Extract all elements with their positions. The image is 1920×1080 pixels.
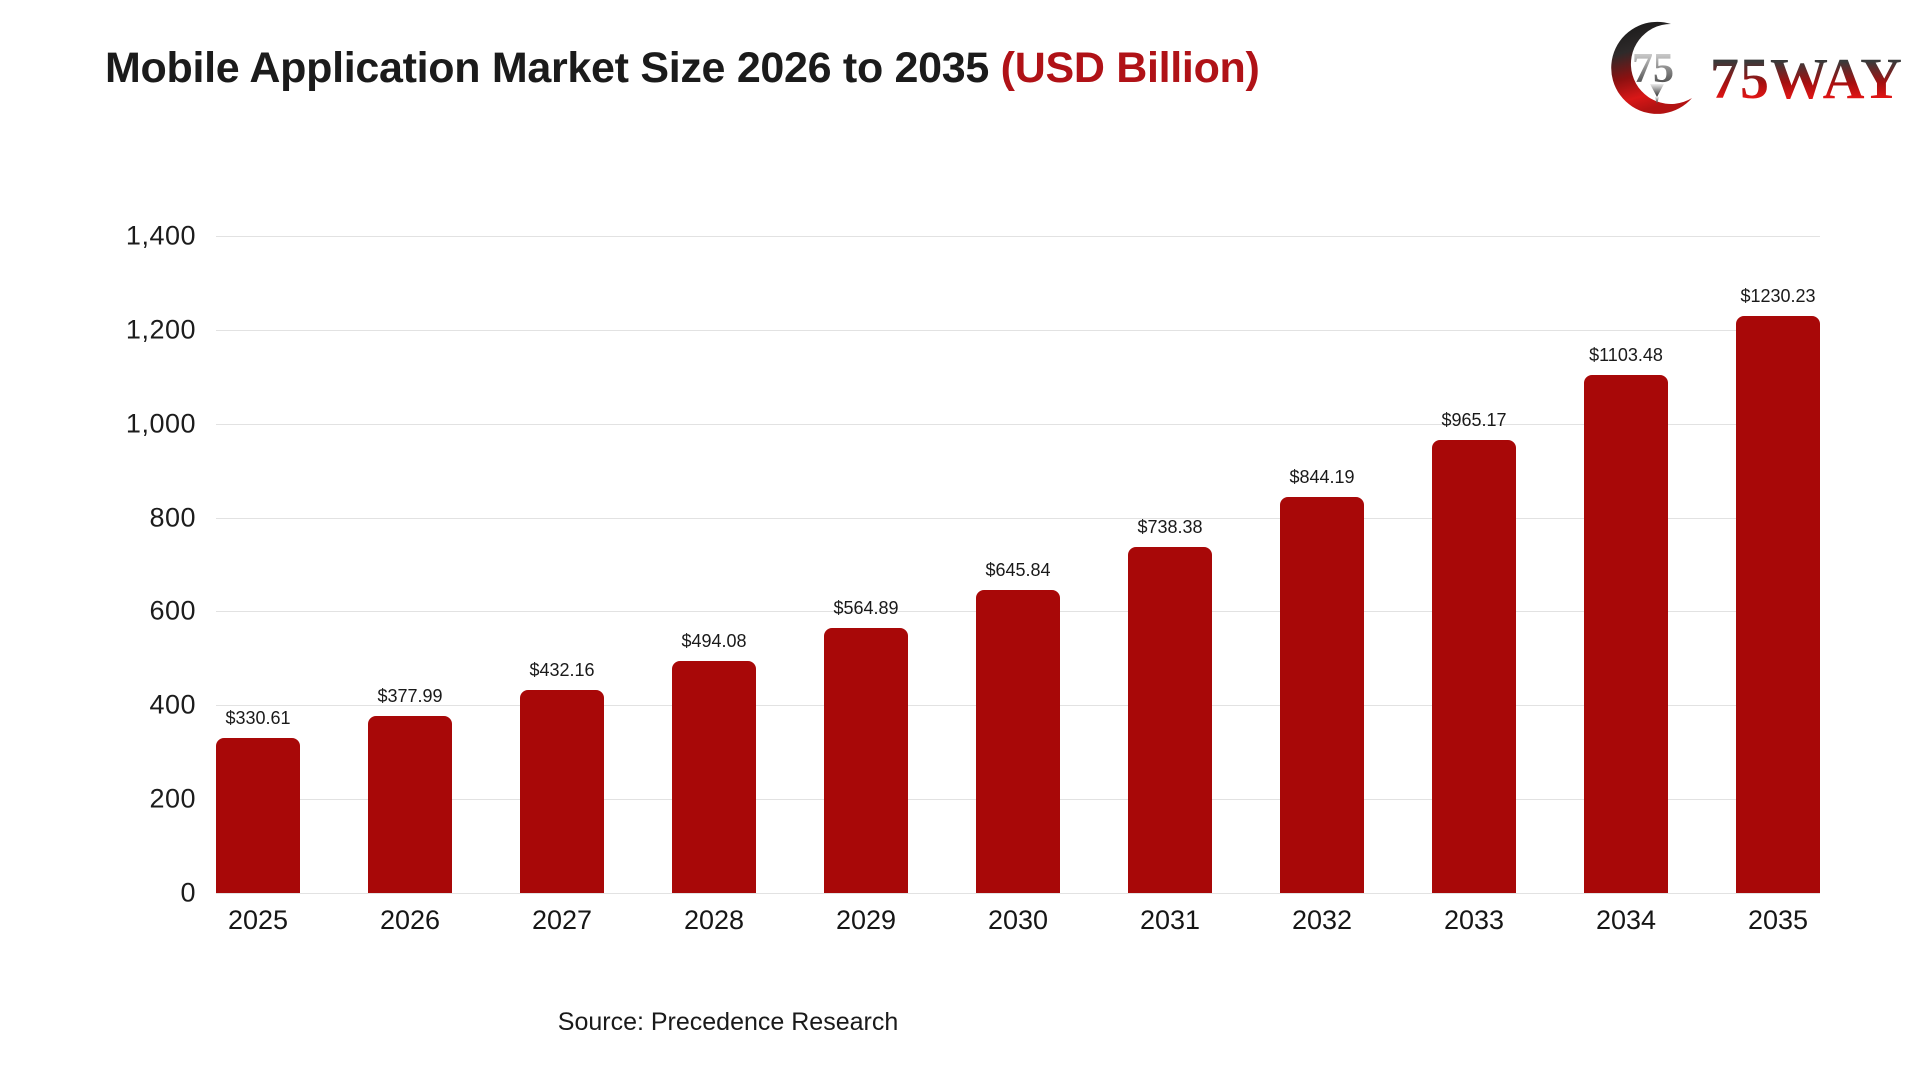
y-tick-label: 400 (149, 689, 196, 720)
75way-wordmark: 75WAY (1710, 28, 1903, 108)
title-main-text: Mobile Application Market Size 2026 to 2… (105, 44, 1001, 92)
value-label-2033: $965.17 (1441, 410, 1507, 431)
x-tick-label-2027: 2027 (531, 905, 593, 935)
value-label-2035: $1230.23 (1740, 285, 1816, 306)
gridline (216, 893, 1820, 894)
gridline (216, 423, 1820, 425)
x-tick-label-2031: 2031 (1139, 905, 1201, 935)
source-caption: Source: Precedence Research (557, 1008, 899, 1036)
bar-2032[interactable] (1280, 496, 1364, 893)
value-label-2027: $432.16 (529, 660, 595, 681)
value-label-2025: $330.61 (225, 707, 291, 728)
bar-2033[interactable] (1432, 440, 1516, 893)
75way-logo: 75 75WAY (1606, 16, 1903, 120)
gridline (216, 236, 1820, 237)
x-tick-label-2025: 2025 (227, 905, 289, 935)
value-label-2030: $645.84 (985, 559, 1051, 580)
x-tick-label-2034: 2034 (1595, 905, 1657, 935)
plot-area: $330.61 2025 $377.99 2026 $432.16 2027 $494.08… (216, 236, 1820, 935)
value-label-2034: $1103.48 (1589, 345, 1663, 366)
value-label-2028: $494.08 (681, 631, 747, 652)
y-tick-label: 200 (149, 783, 196, 814)
bar-2034[interactable] (1584, 375, 1668, 893)
bar-slot-2034: $1103.48 2034 (1584, 236, 1668, 935)
y-tick-label: 1,200 (125, 314, 196, 345)
bar-slot-2030: $645.84 2030 (976, 236, 1060, 935)
bar-slot-2033: $965.17 2033 (1432, 236, 1516, 935)
bar-slot-2029: $564.89 2029 (824, 236, 908, 935)
gridline (216, 517, 1820, 519)
value-label-2032: $844.19 (1289, 466, 1355, 487)
bar-2026[interactable] (368, 715, 452, 893)
x-tick-label-2029: 2029 (835, 905, 897, 935)
page-title: Mobile Application Market Size 2026 to 2… (105, 44, 1260, 93)
bar-slot-2025: $330.61 2025 (216, 236, 300, 935)
y-tick-label: 0 (180, 877, 196, 908)
x-tick-label-2033: 2033 (1443, 905, 1505, 935)
bar-2029[interactable] (824, 627, 908, 893)
y-tick-label: 1,000 (125, 408, 196, 439)
x-tick-label-2032: 2032 (1291, 905, 1353, 935)
title-accent-text: (USD Billion) (1000, 44, 1260, 92)
bar-2028[interactable] (672, 661, 756, 893)
y-tick-label: 800 (149, 502, 196, 533)
bar-slot-2028: $494.08 2028 (672, 236, 756, 935)
bar-2027[interactable] (520, 690, 604, 893)
x-tick-label-2028: 2028 (683, 905, 745, 935)
bar-2030[interactable] (976, 589, 1060, 893)
gridline (216, 329, 1820, 331)
value-label-2029: $564.89 (833, 597, 899, 618)
x-tick-label-2035: 2035 (1747, 905, 1809, 935)
bar-slot-2035: $1230.23 2035 (1736, 236, 1820, 935)
bar-slot-2032: $844.19 2032 (1280, 236, 1364, 935)
y-tick-label: 1,400 (125, 220, 196, 251)
75way-bull-crescent-icon: 75 (1606, 16, 1706, 120)
bar-slot-2027: $432.16 2027 (520, 236, 604, 935)
bar-2025[interactable] (216, 737, 300, 893)
bar-slot-2026: $377.99 2026 (368, 236, 452, 935)
y-axis: 0 200 400 600 800 1,000 1,200 1,400 (20, 221, 196, 908)
value-label-2031: $738.38 (1137, 516, 1203, 537)
bar-2031[interactable] (1128, 546, 1212, 893)
value-label-2026: $377.99 (377, 685, 443, 706)
bar-2035[interactable] (1736, 315, 1820, 893)
bar-slot-2031: $738.38 2031 (1128, 236, 1212, 935)
x-tick-label-2026: 2026 (379, 905, 441, 935)
x-tick-label-2030: 2030 (987, 905, 1049, 935)
y-tick-label: 600 (149, 595, 196, 626)
